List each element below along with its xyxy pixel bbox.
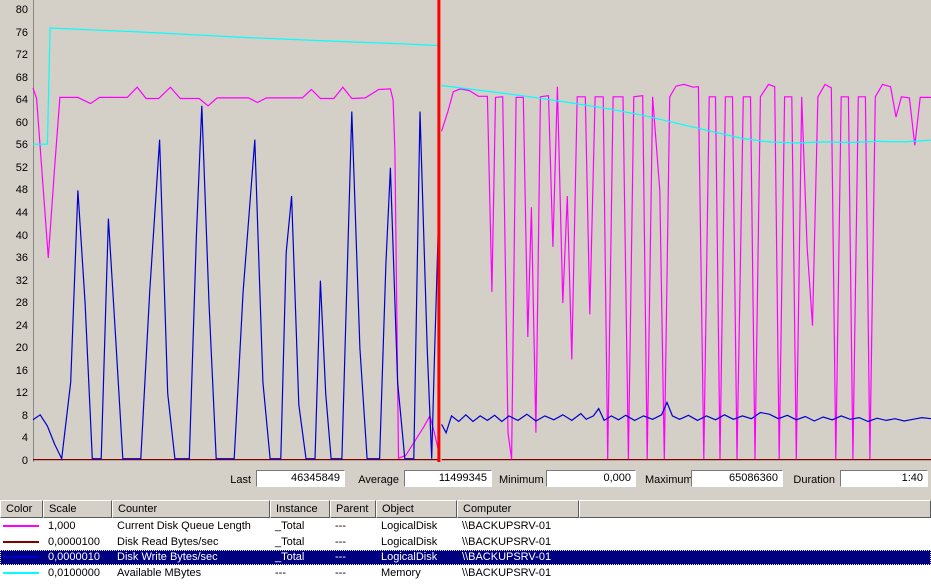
legend-cell-scale: 0,0000100: [48, 535, 100, 548]
column-header-filler: [579, 500, 931, 518]
legend-cell-scale: 1,000: [48, 519, 76, 532]
legend-cell-counter: Current Disk Queue Length: [117, 519, 251, 532]
y-axis-label: 8: [21, 409, 28, 422]
series-color-swatch: [3, 524, 39, 527]
y-axis-label: 20: [15, 342, 28, 355]
stat-value-last: 46345849: [256, 470, 345, 487]
y-axis-label: 72: [15, 49, 28, 62]
stat-label-minimum: Minimum: [499, 474, 544, 486]
series-line-available-mbytes: [441, 84, 931, 144]
stat-value-duration: 1:40: [840, 470, 928, 487]
timeline-bar: [437, 0, 441, 462]
y-axis-label: 32: [15, 274, 28, 287]
column-header-instance[interactable]: Instance: [270, 500, 330, 518]
legend-cell-parent: ---: [335, 551, 346, 564]
y-axis-label: 4: [21, 432, 28, 445]
y-axis-label: 12: [15, 387, 28, 400]
column-header-counter[interactable]: Counter: [112, 500, 270, 518]
legend-cell-instance: _Total: [275, 535, 305, 548]
performance-graph: [32, 0, 931, 462]
legend-row-current-disk-queue-length[interactable]: 1,000 Current Disk Queue Length _Total --- L…: [0, 518, 931, 534]
legend-cell-computer: \\BACKUPSRV-01: [462, 535, 552, 548]
stat-value-maximum: 65086360: [691, 470, 783, 487]
legend-cell-scale: 0,0000010: [48, 551, 100, 564]
legend-cell-counter: Disk Read Bytes/sec: [117, 535, 219, 548]
series-line-disk-write: [441, 400, 931, 435]
color-swatch-cell: [0, 556, 43, 559]
column-header-parent[interactable]: Parent: [330, 500, 376, 518]
color-swatch-cell: [0, 572, 43, 575]
y-axis-label: 36: [15, 252, 28, 265]
y-axis-label: 56: [15, 139, 28, 152]
stat-label-maximum: Maximum: [645, 474, 693, 486]
y-axis-label: 24: [15, 319, 28, 332]
legend-cell-computer: \\BACKUPSRV-01: [462, 551, 552, 564]
y-axis-label: 40: [15, 229, 28, 242]
y-axis-label: 52: [15, 161, 28, 174]
legend-cell-computer: \\BACKUPSRV-01: [462, 519, 552, 532]
color-swatch-cell: [0, 524, 43, 527]
column-header-computer[interactable]: Computer: [457, 500, 579, 518]
y-axis-label: 0: [21, 455, 28, 467]
y-axis-label: 48: [15, 184, 28, 197]
y-axis-label: 76: [15, 26, 28, 39]
y-axis-label: 68: [15, 71, 28, 84]
stat-value-average: 11499345: [404, 470, 492, 487]
series-color-swatch: [3, 540, 39, 543]
column-header-color[interactable]: Color: [0, 500, 43, 518]
graph-area: 80 76 72 68 64 60 56 52 48 44 40 36 32 28 24 20 16 12 8 4 0: [0, 0, 931, 467]
series-color-swatch: [3, 572, 39, 575]
legend-cell-instance: _Total: [275, 519, 305, 532]
legend-cell-counter: Available MBytes: [117, 567, 202, 580]
column-header-scale[interactable]: Scale: [43, 500, 112, 518]
legend-cell-instance: _Total: [275, 551, 305, 564]
stat-label-average: Average: [358, 474, 399, 486]
legend-cell-instance: ---: [275, 567, 286, 580]
stat-value-minimum: 0,000: [546, 470, 636, 487]
legend-cell-object: LogicalDisk: [381, 551, 438, 564]
legend-cell-parent: ---: [335, 535, 346, 548]
series-line-disk-write: [32, 105, 440, 461]
counter-legend: 1,000 Current Disk Queue Length _Total --- L…: [0, 518, 931, 585]
series-line-disk-queue: [32, 86, 440, 460]
legend-cell-object: Memory: [381, 567, 421, 580]
legend-cell-object: LogicalDisk: [381, 519, 438, 532]
series-color-swatch: [3, 556, 39, 559]
y-axis-label: 28: [15, 297, 28, 310]
legend-cell-parent: ---: [335, 519, 346, 532]
stat-label-last: Last: [230, 474, 251, 486]
column-header-object[interactable]: Object: [376, 500, 457, 518]
legend-header: Color Scale Counter Instance Parent Object Com…: [0, 500, 931, 518]
legend-cell-scale: 0,0100000: [48, 567, 100, 580]
legend-cell-parent: ---: [335, 567, 346, 580]
legend-row-available-mbytes[interactable]: 0,0100000 Available MBytes --- --- Memory \\B…: [0, 565, 931, 581]
series-line-disk-queue: [441, 83, 931, 460]
y-axis-label: 64: [15, 94, 28, 107]
series-line-available-mbytes: [33, 27, 439, 145]
y-axis-label: 60: [15, 116, 28, 129]
legend-cell-computer: \\BACKUPSRV-01: [462, 567, 552, 580]
legend-cell-object: LogicalDisk: [381, 535, 438, 548]
stat-label-duration: Duration: [793, 474, 835, 486]
y-axis-label: 80: [15, 4, 28, 16]
legend-cell-counter: Disk Write Bytes/sec: [117, 551, 218, 564]
y-axis-label: 44: [15, 206, 28, 219]
stats-bar: Last 46345849 Average 11499345 Minimum 0,000 M…: [0, 466, 931, 500]
legend-row-disk-write-bytes-sec[interactable]: 0,0000010 Disk Write Bytes/sec _Total --- Lo…: [0, 549, 931, 566]
y-axis-label: 16: [15, 364, 28, 377]
y-axis: 80 76 72 68 64 60 56 52 48 44 40 36 32 28 24 20 16 12 8 4 0: [0, 0, 30, 467]
legend-row-disk-read-bytes-sec[interactable]: 0,0000100 Disk Read Bytes/sec _Total --- Log…: [0, 534, 931, 550]
color-swatch-cell: [0, 540, 43, 543]
